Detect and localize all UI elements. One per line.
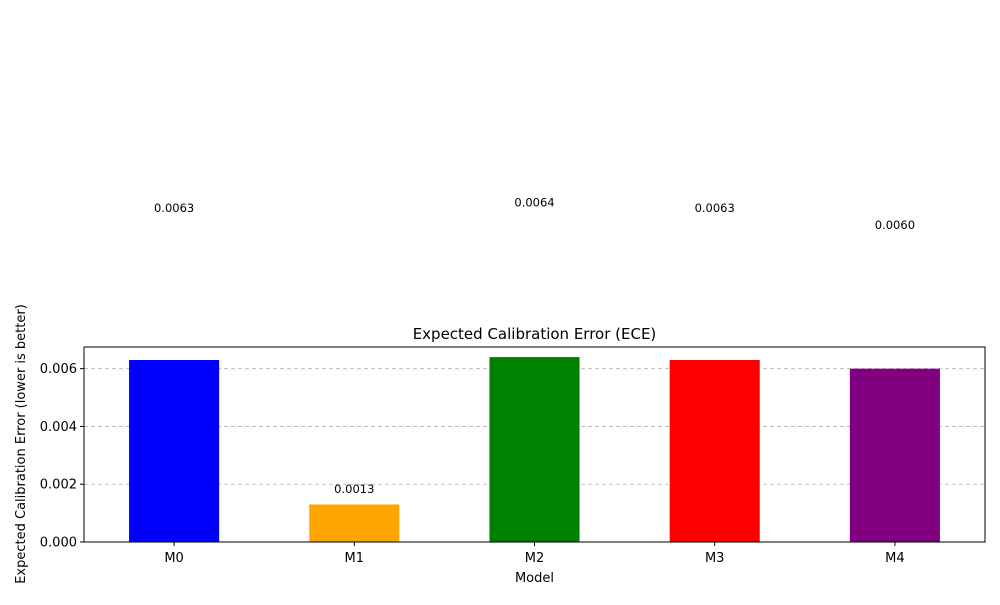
value-label-m3: 0.0063 — [695, 201, 735, 215]
y-tick-label: 0.004 — [40, 420, 77, 435]
x-tick-label: M3 — [705, 551, 725, 566]
value-label-m2: 0.0064 — [514, 195, 554, 209]
y-tick-label: 0.002 — [40, 478, 77, 493]
y-tick-label: 0.000 — [40, 536, 77, 551]
chart-title: Expected Calibration Error (ECE) — [413, 325, 657, 343]
x-tick-label: M4 — [885, 551, 905, 566]
value-labels: 0.0063 0.0013 0.0064 0.0063 0.0060 — [154, 195, 915, 496]
x-tick-label: M1 — [345, 551, 365, 566]
y-tick-label: 0.006 — [40, 362, 77, 377]
bar-m0 — [129, 360, 220, 542]
axes: 0.000 0.002 0.004 0.006 M0 M1 M2 M3 M4 — [40, 362, 905, 566]
value-label-m4: 0.0060 — [875, 218, 915, 232]
bars — [129, 357, 940, 542]
y-axis-title: Expected Calibration Error (lower is bet… — [14, 304, 29, 584]
x-axis-title: Model — [515, 571, 554, 586]
value-label-m0: 0.0063 — [154, 201, 194, 215]
bar-m4 — [849, 368, 940, 542]
bar-m3 — [669, 360, 760, 542]
bar-m1 — [309, 504, 400, 542]
value-label-m1: 0.0013 — [334, 482, 374, 496]
x-tick-label: M2 — [525, 551, 545, 566]
bar-m2 — [489, 357, 580, 542]
x-tick-label: M0 — [164, 551, 184, 566]
